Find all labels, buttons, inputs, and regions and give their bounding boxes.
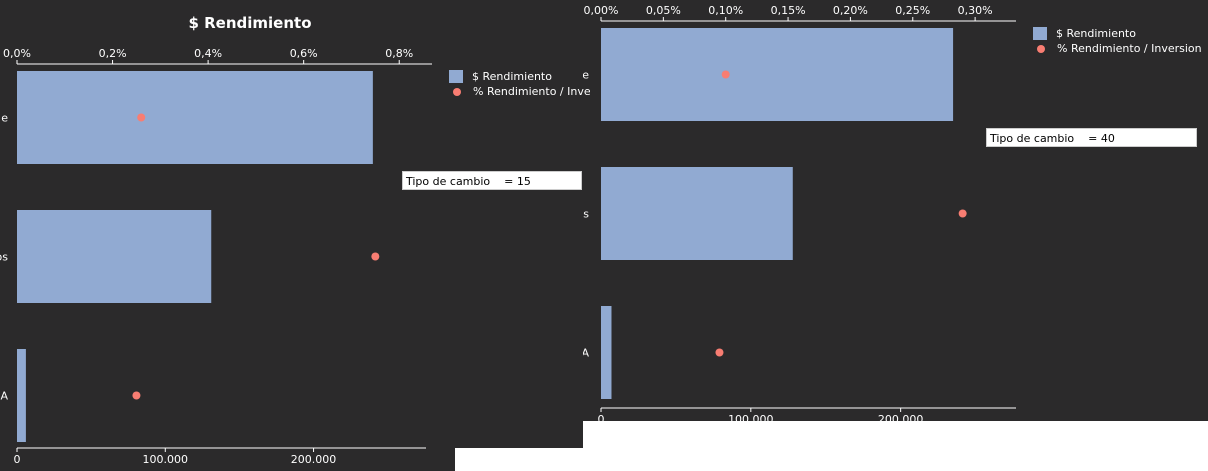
chart-panel-left: $ Rendimiento 0,0% 0,2% 0,4% 0,6% 0,8% 0 100.0… [0, 0, 590, 471]
top-axis-tick-label: 0,20% [833, 4, 868, 17]
data-point [132, 391, 141, 400]
category-label: A [583, 347, 589, 360]
blank-area [455, 448, 595, 471]
legend-label-point: % Rendimiento / Inversion [473, 85, 590, 98]
top-axis-tick-label: 0,05% [646, 4, 681, 17]
bar [17, 349, 26, 442]
category-label: te [583, 69, 589, 82]
data-point [721, 70, 730, 79]
bar [601, 306, 612, 399]
legend-item-bar: $ Rendimiento [1033, 26, 1202, 41]
top-axis-tick-label: 0,4% [194, 47, 222, 60]
blank-area [583, 421, 1208, 471]
chart-title: $ Rendimiento [188, 14, 312, 32]
bottom-axis-tick-label: 0 [598, 413, 605, 426]
legend-label-point: % Rendimiento / Inversion [1057, 42, 1202, 55]
legend-swatch-point [1037, 44, 1045, 53]
chart-plot-left: 0,0% 0,2% 0,4% 0,6% 0,8% 0 100.000 200.000 e os A [0, 47, 432, 466]
top-axis-tick-label: 0,6% [290, 47, 318, 60]
data-point [137, 113, 146, 122]
bar [601, 167, 793, 260]
legend-swatch-bar [1033, 27, 1047, 40]
bar [17, 71, 373, 164]
bottom-axis-tick-label: 0 [14, 453, 21, 466]
top-axis-tick-label: 0,8% [385, 47, 413, 60]
legend-item-point: % Rendimiento / Inversion [1033, 41, 1202, 56]
category-label: A [0, 390, 8, 403]
chart-panel-right: 0,00% 0,05% 0,10% 0,15% 0,20% 0,25% 0,30% 0 100.… [583, 0, 1208, 471]
chart-legend-left: $ Rendimiento % Rendimiento / Inversion [449, 69, 590, 99]
data-point [371, 252, 380, 261]
category-label: e [1, 112, 8, 125]
data-point [715, 348, 724, 357]
top-axis-tick-label: 0,30% [958, 4, 993, 17]
chart-legend-right: $ Rendimiento % Rendimiento / Inversion [1033, 26, 1202, 56]
category-label: os [583, 208, 589, 221]
exchange-rate-box-left: Tipo de cambio = 15 [402, 171, 582, 190]
top-axis-tick-label: 0,2% [99, 47, 127, 60]
bottom-axis-tick-label: 200.000 [291, 453, 337, 466]
legend-swatch-bar [449, 70, 463, 83]
top-axis-tick-label: 0,0% [3, 47, 31, 60]
bar [17, 210, 212, 303]
exchange-rate-box-right: Tipo de cambio = 40 [986, 128, 1197, 147]
chart-plot-right: 0,00% 0,05% 0,10% 0,15% 0,20% 0,25% 0,30%0 100.… [583, 4, 1016, 426]
bottom-axis-tick-label: 100.000 [143, 453, 189, 466]
category-label: os [0, 251, 8, 264]
legend-item-bar: $ Rendimiento [449, 69, 590, 84]
legend-item-point: % Rendimiento / Inversion [449, 84, 590, 99]
top-axis-tick-label: 0,00% [584, 4, 619, 17]
bar [601, 28, 954, 121]
legend-label-bar: $ Rendimiento [472, 70, 552, 83]
legend-swatch-point [453, 87, 461, 96]
top-axis-tick-label: 0,10% [708, 4, 743, 17]
top-axis-tick-label: 0,15% [771, 4, 806, 17]
top-axis-tick-label: 0,25% [895, 4, 930, 17]
data-point [958, 209, 967, 218]
legend-label-bar: $ Rendimiento [1056, 27, 1136, 40]
